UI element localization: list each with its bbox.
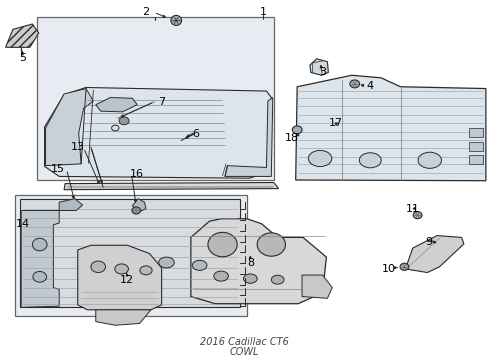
Ellipse shape — [32, 238, 47, 251]
Ellipse shape — [243, 274, 257, 283]
Ellipse shape — [207, 232, 237, 257]
Text: 2: 2 — [142, 7, 149, 17]
FancyBboxPatch shape — [468, 142, 483, 151]
FancyBboxPatch shape — [15, 195, 247, 316]
FancyBboxPatch shape — [468, 128, 483, 137]
Text: 9: 9 — [425, 237, 431, 247]
Text: 7: 7 — [158, 97, 165, 107]
Text: 15: 15 — [51, 164, 65, 174]
Polygon shape — [5, 24, 39, 47]
Polygon shape — [96, 310, 151, 325]
Text: 10: 10 — [381, 264, 395, 274]
Ellipse shape — [399, 263, 408, 270]
Ellipse shape — [213, 271, 228, 281]
Polygon shape — [132, 199, 146, 212]
Text: 13: 13 — [71, 142, 84, 152]
Polygon shape — [224, 98, 272, 176]
FancyBboxPatch shape — [37, 17, 273, 180]
Ellipse shape — [158, 257, 174, 268]
Text: 14: 14 — [16, 219, 30, 229]
Text: 2016 Cadillac CT6: 2016 Cadillac CT6 — [200, 337, 288, 347]
Ellipse shape — [192, 260, 206, 270]
Ellipse shape — [417, 152, 441, 168]
Ellipse shape — [132, 207, 141, 214]
Ellipse shape — [308, 150, 331, 167]
Polygon shape — [45, 89, 93, 166]
Text: 4: 4 — [366, 81, 373, 91]
Polygon shape — [21, 211, 59, 307]
Text: 1: 1 — [259, 7, 266, 17]
Polygon shape — [44, 87, 271, 178]
Ellipse shape — [91, 261, 105, 273]
Ellipse shape — [271, 275, 284, 284]
Text: 5: 5 — [20, 53, 26, 63]
Polygon shape — [59, 199, 82, 211]
Polygon shape — [190, 219, 326, 304]
Text: 17: 17 — [328, 118, 343, 128]
Text: 16: 16 — [130, 168, 144, 179]
Polygon shape — [309, 59, 328, 75]
Ellipse shape — [119, 117, 129, 125]
Ellipse shape — [140, 266, 152, 275]
Ellipse shape — [349, 80, 359, 88]
Text: COWL: COWL — [229, 347, 259, 357]
Polygon shape — [405, 235, 463, 273]
Ellipse shape — [115, 264, 128, 274]
Ellipse shape — [170, 15, 181, 26]
FancyBboxPatch shape — [468, 155, 483, 164]
Text: 3: 3 — [318, 67, 325, 77]
Text: 6: 6 — [192, 129, 199, 139]
Text: 11: 11 — [406, 204, 419, 215]
Polygon shape — [302, 275, 331, 298]
Ellipse shape — [412, 212, 421, 219]
Polygon shape — [20, 199, 239, 307]
Polygon shape — [64, 183, 278, 190]
Ellipse shape — [359, 153, 381, 168]
Polygon shape — [96, 98, 137, 112]
Text: 18: 18 — [285, 133, 299, 143]
Text: 8: 8 — [246, 258, 253, 268]
Ellipse shape — [292, 126, 302, 134]
Text: 12: 12 — [119, 275, 133, 285]
Ellipse shape — [33, 271, 46, 282]
Polygon shape — [295, 75, 485, 181]
Ellipse shape — [257, 233, 285, 256]
Polygon shape — [78, 245, 161, 310]
